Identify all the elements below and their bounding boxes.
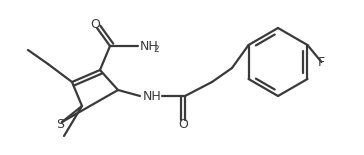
Text: 2: 2: [153, 44, 159, 53]
Text: F: F: [318, 55, 325, 69]
Text: NH: NH: [140, 40, 159, 53]
Text: S: S: [56, 117, 64, 131]
Text: O: O: [178, 119, 188, 131]
Text: O: O: [90, 18, 100, 31]
Text: NH: NH: [143, 89, 162, 102]
